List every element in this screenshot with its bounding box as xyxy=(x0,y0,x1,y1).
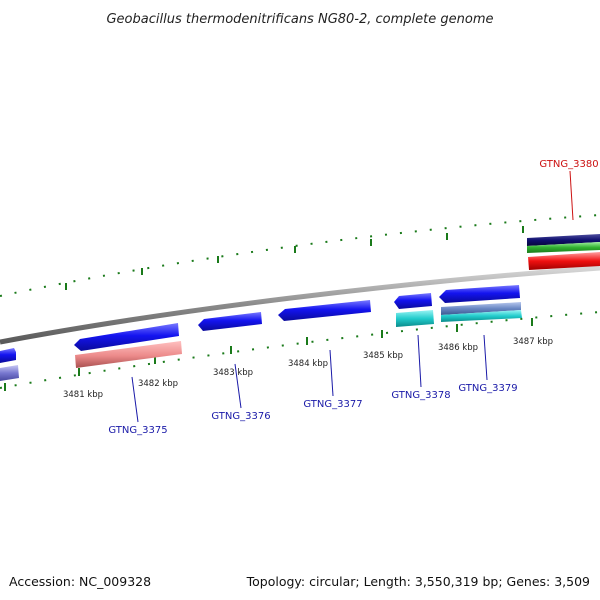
outer-tick-ring xyxy=(0,214,600,297)
tick-label: 3487 kbp xyxy=(513,337,553,347)
genome-backbone xyxy=(0,265,600,345)
gene-feature[interactable] xyxy=(198,312,262,331)
tick-label: 3484 kbp xyxy=(288,359,328,369)
tick-label: 3481 kbp xyxy=(63,390,103,400)
leader-lines xyxy=(131,334,488,423)
outer-major-ticks xyxy=(65,226,524,290)
gene-label[interactable]: GTNG_3377 xyxy=(303,399,362,410)
gene-label[interactable]: GTNG_3378 xyxy=(391,390,450,401)
gene-label[interactable]: GTNG_3375 xyxy=(108,425,167,436)
gene-feature[interactable] xyxy=(0,348,16,363)
gene-feature[interactable] xyxy=(527,242,600,253)
gene-feature[interactable] xyxy=(394,293,432,309)
accession-label: Accession: NC_009328 xyxy=(9,574,151,589)
gene-feature[interactable] xyxy=(74,323,179,351)
tick-label: 3485 kbp xyxy=(363,351,403,361)
gene-feature[interactable] xyxy=(441,310,522,322)
inner-tick-ring xyxy=(0,311,600,389)
gene-feature[interactable] xyxy=(0,365,19,381)
tick-label: 3482 kbp xyxy=(138,379,178,389)
gene-feature[interactable] xyxy=(441,302,521,315)
gene-feature[interactable] xyxy=(439,285,520,303)
gene-label-red[interactable]: GTNG_3380 xyxy=(539,159,598,170)
gene-label[interactable]: GTNG_3379 xyxy=(458,383,517,394)
gene-feature[interactable] xyxy=(528,252,600,270)
map-title: Geobacillus thermodenitrificans NG80-2, … xyxy=(106,12,493,27)
genome-summary: Topology: circular; Length: 3,550,319 bp… xyxy=(246,574,590,589)
tick-label: 3486 kbp xyxy=(438,343,478,353)
gene-feature[interactable] xyxy=(278,300,371,321)
tick-label: 3483 kbp xyxy=(213,368,253,378)
gene-feature[interactable] xyxy=(75,341,182,368)
gene-feature[interactable] xyxy=(396,310,434,327)
gene-label[interactable]: GTNG_3376 xyxy=(211,411,270,422)
leader-line-red xyxy=(569,170,574,221)
